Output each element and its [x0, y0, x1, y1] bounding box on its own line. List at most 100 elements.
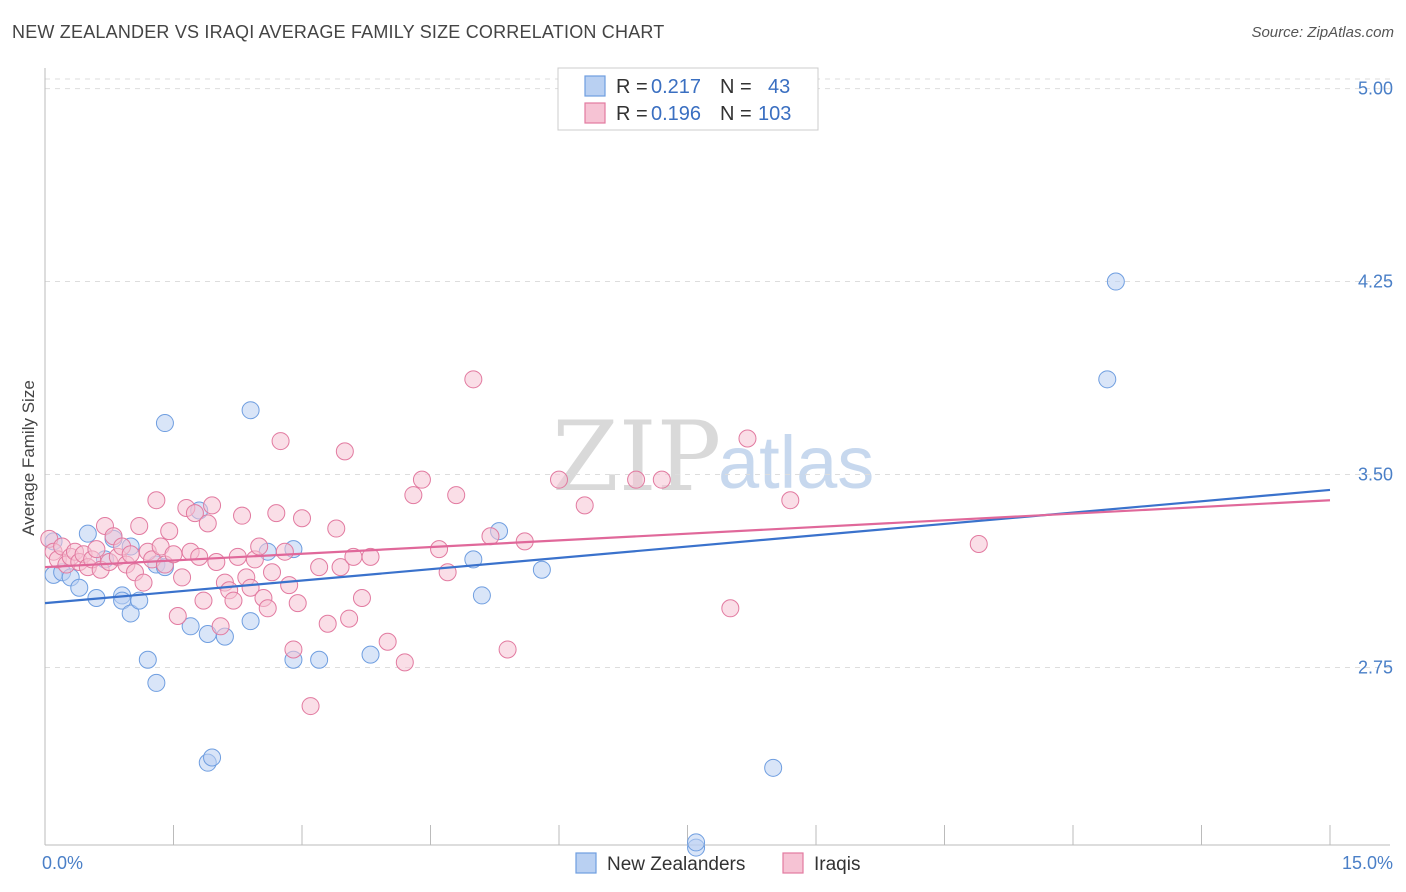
point-iraqis	[627, 470, 646, 489]
point-iraqis	[263, 563, 282, 582]
legend-swatch-iraqis	[584, 102, 606, 124]
bottom-legend-swatch-iraqis	[782, 852, 804, 874]
point-iraqis	[301, 697, 320, 716]
point-new-zealanders	[130, 591, 149, 610]
x-tick-label-max: 15.0%	[1342, 853, 1393, 873]
point-iraqis	[327, 519, 346, 538]
point-iraqis	[352, 589, 371, 608]
point-iraqis	[160, 522, 179, 541]
chart-title: NEW ZEALANDER VS IRAQI AVERAGE FAMILY SI…	[12, 22, 665, 42]
point-new-zealanders	[687, 833, 706, 852]
x-tick-label-min: 0.0%	[42, 853, 83, 873]
point-new-zealanders	[361, 645, 380, 664]
point-iraqis	[969, 534, 988, 553]
source-label: Source: ZipAtlas.com	[1251, 24, 1394, 41]
point-iraqis	[378, 632, 397, 651]
y-tick-label: 3.50	[1358, 465, 1393, 485]
y-axis-label: Average Family Size	[19, 380, 38, 536]
point-iraqis	[335, 442, 354, 461]
bottom-legend-swatch-new-zealanders	[575, 852, 597, 874]
point-new-zealanders	[310, 650, 329, 669]
point-iraqis	[241, 578, 260, 597]
point-new-zealanders	[78, 524, 97, 543]
point-iraqis	[310, 558, 329, 577]
legend-n-label-1: N =	[720, 76, 752, 98]
point-iraqis	[430, 540, 449, 559]
legend-n-value-1: 43	[768, 76, 790, 98]
point-iraqis	[198, 514, 217, 533]
point-new-zealanders	[241, 612, 260, 631]
point-new-zealanders	[155, 414, 174, 433]
legend-n-value-2: 103	[758, 103, 791, 125]
point-iraqis	[258, 599, 277, 618]
point-iraqis	[211, 617, 230, 636]
point-iraqis	[575, 496, 594, 515]
legend-r-value-2: 0.196	[651, 103, 701, 125]
point-iraqis	[203, 496, 222, 515]
trend-line-iraqis	[44, 499, 1331, 569]
point-new-zealanders	[464, 550, 483, 569]
point-iraqis	[498, 640, 517, 659]
point-iraqis	[395, 653, 414, 672]
point-iraqis	[168, 607, 187, 626]
point-iraqis	[250, 537, 269, 556]
point-iraqis	[190, 547, 209, 566]
point-iraqis	[267, 504, 286, 523]
point-iraqis	[447, 486, 466, 505]
point-new-zealanders	[1098, 370, 1117, 389]
point-iraqis	[173, 568, 192, 587]
point-new-zealanders	[121, 604, 140, 623]
point-iraqis	[275, 542, 294, 561]
point-iraqis	[147, 491, 166, 510]
y-tick-label: 4.25	[1358, 272, 1393, 292]
legend-bottom: New Zealanders Iraqis	[575, 852, 860, 875]
point-new-zealanders	[138, 650, 157, 669]
point-iraqis	[280, 576, 299, 595]
trend-line-new-zealanders	[44, 488, 1331, 605]
point-iraqis	[224, 591, 243, 610]
watermark-zip: ZIP	[552, 401, 721, 513]
point-iraqis	[318, 614, 337, 633]
y-tick-label: 2.75	[1358, 657, 1393, 677]
bottom-legend-label-new-zealanders: New Zealanders	[607, 854, 745, 875]
point-iraqis	[331, 558, 350, 577]
point-iraqis	[738, 429, 757, 448]
legend-top: R = 0.217 N = 43 R = 0.196 N = 103	[557, 67, 819, 131]
point-new-zealanders	[472, 586, 491, 605]
point-iraqis	[404, 486, 423, 505]
legend-r-value-1: 0.217	[651, 76, 701, 98]
point-new-zealanders	[241, 401, 260, 420]
point-iraqis	[284, 640, 303, 659]
point-iraqis	[652, 470, 671, 489]
point-iraqis	[134, 573, 153, 592]
point-iraqis	[207, 552, 226, 571]
point-iraqis	[130, 516, 149, 535]
point-new-zealanders	[764, 758, 783, 777]
point-iraqis	[288, 594, 307, 613]
point-iraqis	[464, 370, 483, 389]
point-new-zealanders	[70, 578, 89, 597]
point-iraqis	[721, 599, 740, 618]
point-new-zealanders	[1106, 272, 1125, 291]
point-iraqis	[340, 609, 359, 628]
legend-swatch-new-zealanders	[584, 75, 606, 97]
point-new-zealanders	[181, 617, 200, 636]
point-iraqis	[293, 509, 311, 528]
legend-n-label-2: N =	[720, 103, 752, 125]
point-iraqis	[233, 506, 252, 525]
y-tick-label: 5.00	[1358, 79, 1393, 99]
point-iraqis	[87, 540, 106, 559]
point-iraqis	[781, 491, 800, 510]
point-iraqis	[361, 547, 380, 566]
point-new-zealanders	[532, 560, 551, 579]
point-iraqis	[550, 470, 568, 489]
legend-r-label-1: R =	[616, 76, 648, 98]
point-iraqis	[271, 432, 290, 451]
data-points	[40, 272, 1125, 857]
point-new-zealanders	[203, 748, 222, 767]
point-iraqis	[412, 470, 431, 489]
point-iraqis	[185, 504, 204, 523]
trend-lines	[44, 488, 1331, 605]
point-iraqis	[121, 545, 140, 564]
